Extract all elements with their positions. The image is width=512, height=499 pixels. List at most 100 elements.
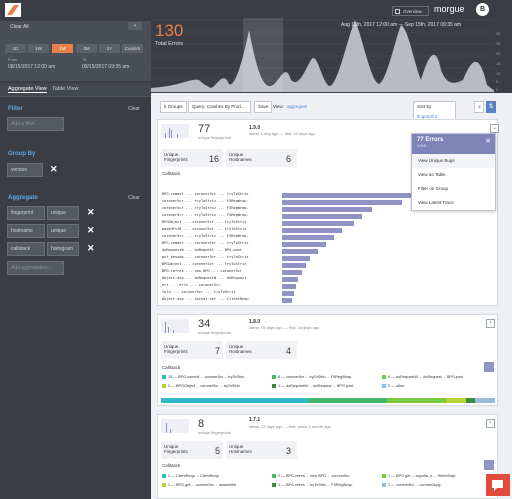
groupby-select[interactable]: version: [7, 163, 43, 177]
legend-item[interactable]: 1 — coroner5cr ... coroner5cpg: [382, 483, 441, 487]
range-tab-1d[interactable]: 1D: [5, 44, 26, 53]
overview-button[interactable]: Overview: [392, 6, 429, 16]
legend-item[interactable]: 1 — BPG.get ... coroner5cr ... assembler: [162, 483, 237, 487]
stack-segment[interactable]: [308, 398, 387, 403]
clear-all-button[interactable]: Clear All: [10, 24, 29, 30]
group-card: 8 unique fingerprints 1.7.1 latest: 22 d…: [157, 414, 498, 499]
callstack-bar[interactable]: [282, 276, 298, 282]
header: 130 Total Errors Aug 15th, 2017 12:00 am…: [151, 0, 512, 93]
tab-aggregate-view[interactable]: Aggregate View: [8, 86, 47, 93]
range-tab-1y[interactable]: 1Y: [99, 44, 120, 53]
callstack-bar[interactable]: [282, 199, 402, 205]
remove-aggregate-icon[interactable]: ✕: [87, 225, 95, 235]
legend-item[interactable]: 1 — BPG.get ... exports_e ... WriteWrap: [382, 474, 455, 478]
avatar[interactable]: B: [476, 3, 489, 16]
callstack-legend: 15 — BPG.commit ... coroner5cr ... tryTo…: [162, 375, 492, 397]
legend-item[interactable]: 6 — doRequestW ... doRequest ... BPG.pos…: [382, 375, 463, 379]
from-date-input[interactable]: 08/15/2017 12:00 am: [8, 64, 56, 70]
collapse-sidebar-button[interactable]: «: [128, 22, 142, 30]
aggregate-clear-button[interactable]: Clear: [128, 195, 140, 201]
legend-item[interactable]: 1 — BPG.refres ... tryToStrin ... F5RegW…: [272, 483, 353, 487]
filter-clear-button[interactable]: Clear: [128, 106, 140, 112]
stack-segment[interactable]: [465, 398, 476, 403]
filter-toggle-icon[interactable]: ⇅: [486, 101, 496, 113]
stack-segment[interactable]: [445, 398, 466, 403]
legend-item[interactable]: 2 — ClientRequ ... ClientRequ: [162, 474, 219, 478]
group-menu-chevron-icon[interactable]: ›: [486, 419, 495, 428]
menu-item-view-latest-trace[interactable]: View Latest Trace: [418, 200, 454, 205]
legend-item[interactable]: 15 — BPG.commit ... coroner5cr ... tryTo…: [162, 375, 244, 379]
add-aggregation-input[interactable]: Add aggregation...: [7, 261, 64, 275]
legend-item[interactable]: 2 — BPGObject ... coroner5cr ... tryToSt…: [162, 384, 240, 388]
group-menu-chevron-icon[interactable]: ⌄: [490, 124, 499, 133]
legend-label: 1 — doRequestW ... doRequest ... BPG.pos…: [278, 384, 354, 388]
legend-swatch: [382, 384, 386, 388]
close-icon[interactable]: ✕: [485, 138, 491, 145]
callstack-bar[interactable]: [282, 297, 292, 303]
y-tick: 30: [496, 31, 501, 36]
callstack-bar[interactable]: [282, 227, 342, 233]
callstack-title: Callstack: [162, 365, 181, 370]
callstack-bar[interactable]: [282, 220, 354, 226]
app-logo[interactable]: [5, 3, 21, 17]
callstack-bar[interactable]: [282, 234, 334, 240]
expand-icon[interactable]: [484, 460, 494, 470]
menu-item-view-unique-bugs[interactable]: View Unique Bugs: [412, 154, 495, 168]
group-menu-chevron-icon[interactable]: ›: [486, 319, 495, 328]
callstack-bar[interactable]: [282, 241, 326, 247]
group-sparkline: [161, 419, 189, 433]
aggregate-field-select[interactable]: callstack: [7, 242, 45, 256]
legend-item[interactable]: 8 — coroner5cr ... tryToStrin ... F5RegW…: [272, 375, 352, 379]
dropdown-header: 77 Errors 1.9.0: [412, 134, 495, 154]
sort-order-icon[interactable]: ≡: [474, 101, 484, 113]
callstack-bar[interactable]: [282, 269, 302, 275]
callstack-bar[interactable]: [282, 192, 482, 198]
range-tab-1w[interactable]: 1W: [28, 44, 49, 53]
view-value[interactable]: aggregate: [287, 104, 308, 109]
legend-item[interactable]: 2 — BPG.refres ... new BPG ... coroner5c…: [272, 474, 350, 478]
range-tab-3m[interactable]: 3M: [76, 44, 97, 53]
aggregate-field-select[interactable]: hostname: [7, 224, 45, 238]
group-count-sub: unique fingerprints: [198, 135, 231, 140]
menu-item-filter-on-group[interactable]: Filter on Group: [418, 186, 449, 191]
chat-button[interactable]: [486, 474, 510, 496]
range-tab-custom[interactable]: Custom: [122, 44, 143, 53]
remove-aggregate-icon[interactable]: ✕: [87, 207, 95, 217]
callstack-bar[interactable]: [282, 206, 372, 212]
legend-label: 2 — other: [388, 384, 405, 388]
callstack-bar[interactable]: [282, 248, 318, 254]
group-latest: latest: 1 day ago — first: 19 days ago: [249, 131, 316, 136]
unique-fingerprints-value: 16: [209, 154, 220, 164]
unique-hostnames-label: Unique Hostnames: [229, 344, 252, 354]
expand-icon[interactable]: [484, 362, 494, 372]
filter-input[interactable]: Add a filter...: [7, 117, 64, 131]
callstack-bar[interactable]: [282, 283, 296, 289]
aggregate-op-select[interactable]: histogram: [47, 242, 79, 256]
save-button[interactable]: Save: [254, 101, 273, 113]
callstack-bar[interactable]: [282, 255, 310, 261]
remove-groupby-icon[interactable]: ✕: [50, 164, 58, 174]
range-tab-1m[interactable]: 1M: [52, 44, 73, 53]
date-range-label: Aug 15th, 2017 12:00 am — Sep 15th, 2017…: [341, 22, 462, 28]
groups-button[interactable]: 6 Groups: [160, 101, 187, 113]
stack-segment[interactable]: [386, 398, 446, 403]
sort-label: Sort by: [417, 104, 432, 109]
menu-item-view-as-table[interactable]: View as Table: [418, 172, 446, 177]
group-latest: latest: 19 days ago — first: 28 days ago: [249, 325, 320, 330]
legend-item[interactable]: 2 — other: [382, 384, 405, 388]
aggregate-op-select[interactable]: unique: [47, 224, 79, 238]
callstack-bar[interactable]: [282, 262, 306, 268]
to-date-input[interactable]: 09/15/2017 09:35 am: [82, 64, 130, 70]
legend-swatch: [382, 483, 386, 487]
remove-aggregate-icon[interactable]: ✕: [87, 243, 95, 253]
aggregate-field-select[interactable]: fingerprint: [7, 206, 45, 220]
project-selector[interactable]: morgue: [434, 4, 465, 14]
aggregate-op-select[interactable]: unique: [47, 206, 79, 220]
tab-table-view[interactable]: Table View: [52, 86, 79, 92]
stack-segment[interactable]: [475, 398, 495, 403]
query-select[interactable]: Query: Crashes By Prod...: [188, 101, 251, 113]
stack-segment[interactable]: [161, 398, 309, 403]
callstack-bar[interactable]: [282, 290, 294, 296]
callstack-bar[interactable]: [282, 213, 362, 219]
legend-item[interactable]: 1 — doRequestW ... doRequest ... BPG.pos…: [272, 384, 353, 388]
